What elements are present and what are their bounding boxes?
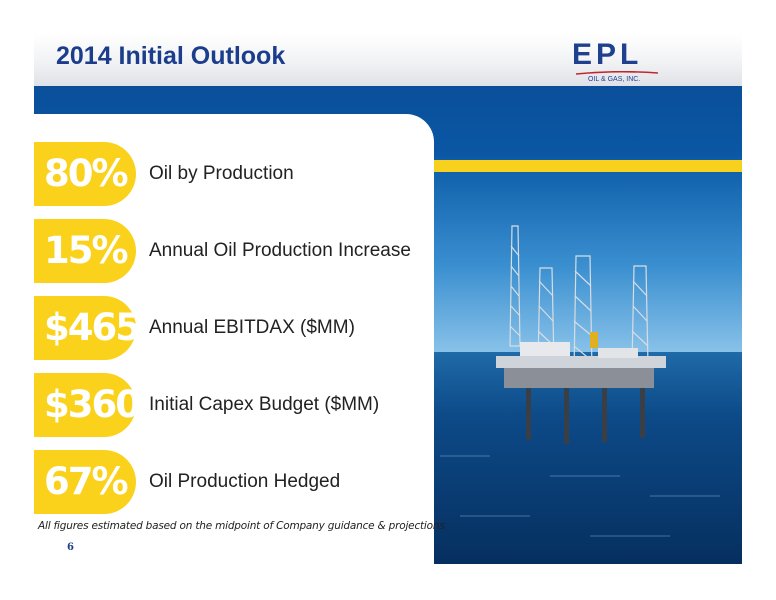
metric-row: 80% Oil by Production: [34, 142, 430, 206]
metric-label: Initial Capex Budget ($MM): [149, 394, 380, 415]
metric-label: Oil by Production: [149, 163, 294, 184]
metric-value-badge: $360: [34, 373, 141, 437]
oil-rig-icon: [430, 156, 742, 564]
metric-value: 15%: [44, 229, 129, 272]
metric-value-badge: 15%: [34, 219, 136, 283]
metrics-panel: 80% Oil by Production 15% Annual Oil Pro…: [34, 114, 434, 564]
metric-label: Oil Production Hedged: [149, 471, 341, 492]
metric-value: $360: [44, 383, 141, 426]
page-number: 6: [67, 542, 74, 553]
metric-row: $465 Annual EBITDAX ($MM): [34, 296, 430, 360]
metric-label: Annual EBITDAX ($MM): [149, 317, 355, 338]
slide: 2014 Initial Outlook EPL OIL & GAS, INC.: [34, 34, 742, 564]
logo-letters: EPL: [572, 38, 643, 71]
metric-value: 80%: [44, 152, 129, 195]
metric-row: 15% Annual Oil Production Increase: [34, 219, 430, 283]
epl-logo: EPL OIL & GAS, INC.: [572, 40, 662, 84]
metric-value: 67%: [44, 460, 129, 503]
footnote: All figures estimated based on the midpo…: [38, 520, 445, 532]
metric-value-badge: 67%: [34, 450, 136, 514]
metric-value-badge: $465: [34, 296, 141, 360]
metric-value-badge: 80%: [34, 142, 136, 206]
slide-header: 2014 Initial Outlook EPL OIL & GAS, INC.: [34, 34, 742, 86]
slide-title: 2014 Initial Outlook: [56, 42, 286, 70]
metric-value: $465: [44, 306, 141, 349]
yellow-accent-stripe: [430, 160, 742, 172]
logo-subtitle: OIL & GAS, INC.: [588, 76, 641, 83]
logo-swoosh-icon: [576, 71, 658, 75]
metric-label: Annual Oil Production Increase: [149, 240, 411, 261]
offshore-rig-photo: [430, 156, 742, 564]
metric-row: $360 Initial Capex Budget ($MM): [34, 373, 430, 437]
metric-row: 67% Oil Production Hedged: [34, 450, 430, 514]
